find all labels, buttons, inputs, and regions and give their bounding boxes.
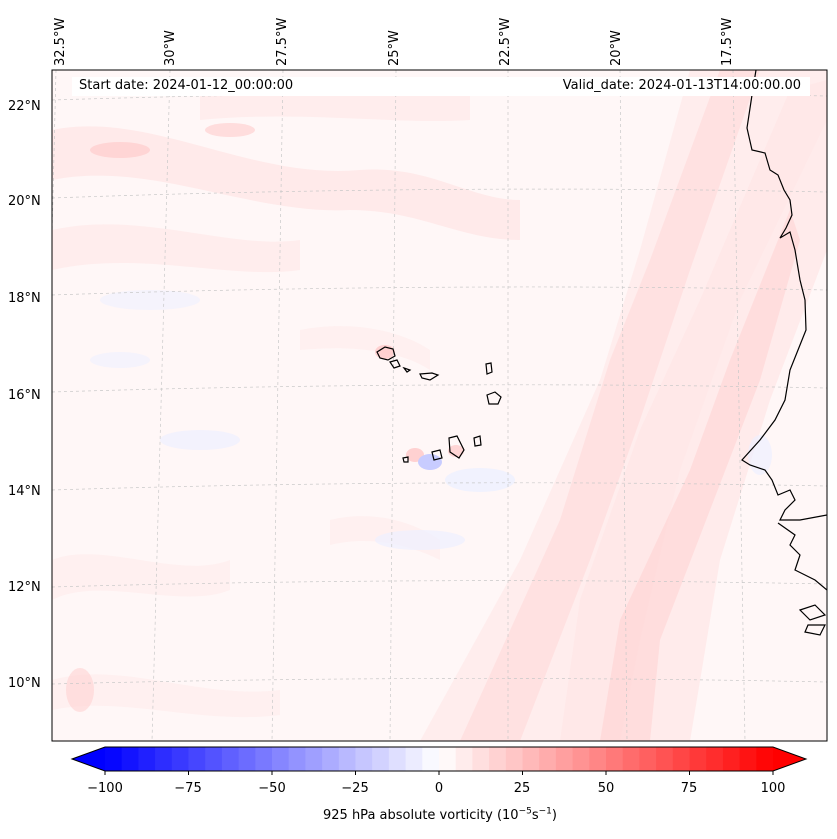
island-boa-vista — [486, 391, 502, 405]
colorbar-bin — [105, 747, 123, 771]
colorbar-extend-max — [773, 747, 806, 771]
colorbar-bin — [689, 747, 707, 771]
colorbar-bin — [138, 747, 156, 771]
colorbar-bin — [338, 747, 356, 771]
colorbar-bin — [489, 747, 507, 771]
colorbar-bin — [439, 747, 457, 771]
graticule — [52, 70, 827, 741]
colorbar-tick-label: −100 — [87, 781, 123, 796]
island-sao-nicolau — [419, 372, 440, 381]
colorbar-bin — [555, 747, 574, 771]
lon-label-17-5w: 17.5°W — [720, 17, 735, 66]
colorbar-bin — [422, 747, 440, 771]
lat-label-14n: 14°N — [8, 484, 41, 499]
colorbar-bin — [355, 747, 373, 771]
colorbar-bin — [405, 747, 423, 771]
positive-vorticity-strong — [66, 70, 800, 741]
island-fogo — [431, 449, 443, 461]
colorbar-bin — [288, 747, 306, 771]
colorbar-bin — [238, 747, 256, 771]
island-santiago — [448, 435, 465, 459]
coastlines — [376, 70, 827, 636]
colorbar-bin — [739, 747, 757, 771]
lon-label-27-5w: 27.5°W — [275, 17, 290, 66]
colorbar-tick-label: 0 — [434, 781, 444, 796]
lon-label-32-5w: 32.5°W — [53, 17, 68, 66]
colorbar-bin — [188, 747, 206, 771]
colorbar-bin — [639, 747, 657, 771]
negative-vorticity-field — [90, 290, 772, 550]
lat-label-22n: 22°N — [8, 99, 41, 114]
colorbar-bin — [388, 747, 407, 771]
colorbar-bin — [706, 747, 724, 771]
valid-date-label: Valid_date: 2024-01-13T14:00:00.00 — [562, 78, 801, 93]
colorbar-tick-label: −25 — [341, 781, 369, 796]
colorbar-bin — [722, 747, 741, 771]
lat-label-20n: 20°N — [8, 194, 41, 209]
lon-label-30w: 30°W — [163, 30, 178, 66]
colorbar-bin — [522, 747, 540, 771]
african-coastline — [741, 70, 827, 636]
start-date-label: Start date: 2024-01-12_00:00:00 — [79, 78, 294, 93]
colorbar-tick-label: 25 — [513, 781, 531, 796]
colorbar — [70, 746, 808, 775]
colorbar-extend-min — [72, 747, 105, 771]
colorbar-bin — [539, 747, 557, 771]
colorbar-label: 925 hPa absolute vorticity (10−5s−1) — [323, 806, 557, 823]
colorbar-bin — [322, 747, 340, 771]
colorbar-bin — [121, 747, 139, 771]
positive-vorticity-field — [52, 70, 827, 741]
colorbar-bin — [472, 747, 490, 771]
colorbar-bin — [656, 747, 674, 771]
colorbar-bin — [606, 747, 624, 771]
lon-label-20w: 20°W — [609, 30, 624, 66]
colorbar-bin — [622, 747, 640, 771]
colorbar-bin — [372, 747, 390, 771]
island-santo-antao — [376, 346, 396, 361]
lat-label-18n: 18°N — [8, 291, 41, 306]
colorbar-bin — [572, 747, 590, 771]
colorbar-tick-label: −50 — [258, 781, 286, 796]
colorbar-bin — [155, 747, 173, 771]
colorbar-bin — [756, 747, 774, 771]
colorbar-tick-label: 75 — [680, 781, 698, 796]
colorbar-bin — [505, 747, 523, 771]
lon-label-22-5w: 22.5°W — [498, 17, 513, 66]
colorbar-bin — [255, 747, 273, 771]
colorbar-bin — [272, 747, 290, 771]
lat-label-12n: 12°N — [8, 580, 41, 595]
island-brava — [402, 456, 409, 463]
colorbar-bin — [455, 747, 473, 771]
colorbar-bin — [672, 747, 690, 771]
colorbar-bin — [589, 747, 607, 771]
colorbar-bin — [171, 747, 189, 771]
map-frame — [51, 69, 828, 742]
colorbar-tick-label: 100 — [760, 781, 786, 796]
lon-label-25w: 25°W — [387, 30, 402, 66]
lat-label-10n: 10°N — [8, 676, 41, 691]
island-santa-luzia — [402, 366, 412, 373]
island-maio — [473, 435, 482, 447]
date-banner — [72, 77, 810, 96]
island-sao-vicente — [389, 359, 401, 369]
colorbar-tick-label: 50 — [597, 781, 615, 796]
colorbar-bin — [221, 747, 240, 771]
colorbar-tick-label: −75 — [174, 781, 202, 796]
island-sal — [485, 362, 493, 375]
colorbar-bin — [305, 747, 323, 771]
colorbar-bin — [205, 747, 223, 771]
lat-label-16n: 16°N — [8, 388, 41, 403]
